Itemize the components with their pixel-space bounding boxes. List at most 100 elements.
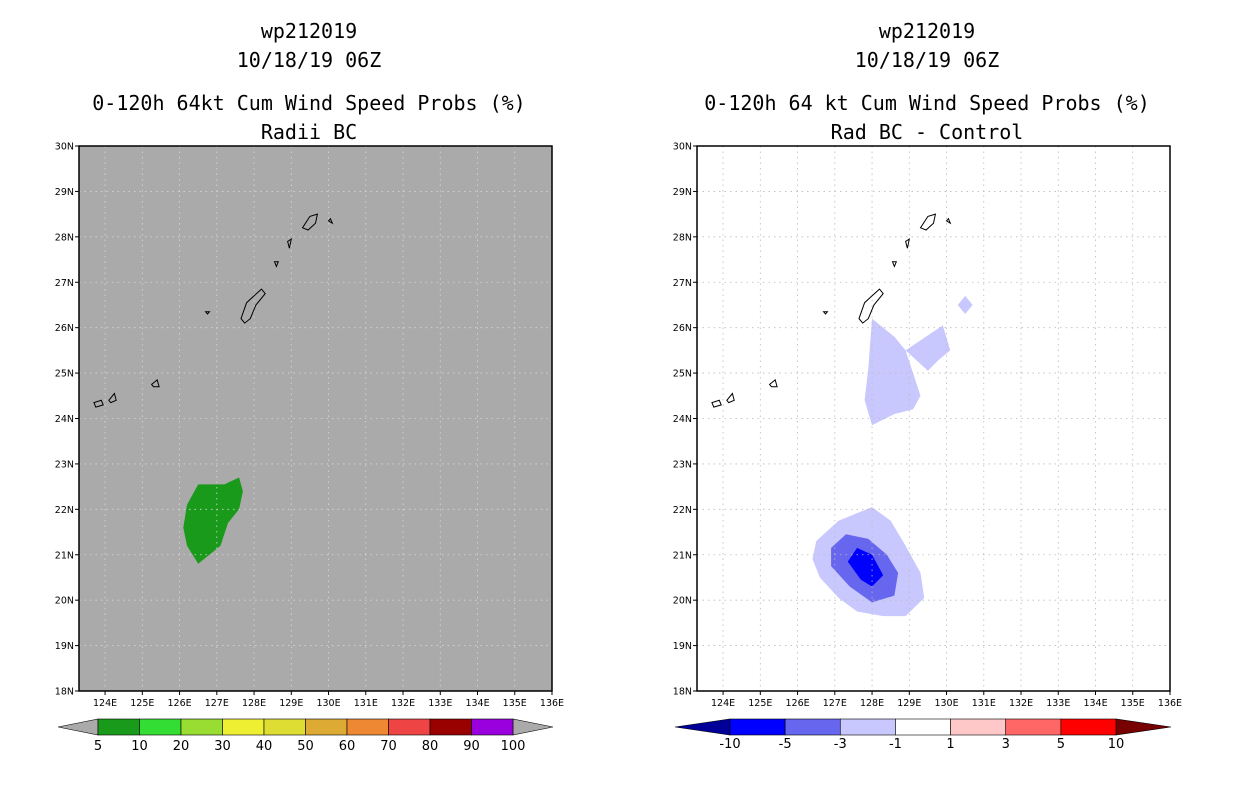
coastline-island-2 xyxy=(905,238,911,249)
x-tick-label-134E: 134E xyxy=(465,698,489,709)
y-tick-label-30N: 30N xyxy=(673,142,692,153)
y-tick-label-29N: 29N xyxy=(55,187,74,198)
colorbar-segment-0 xyxy=(97,718,140,736)
y-tick-label-21N: 21N xyxy=(673,550,692,561)
x-tick-label-128E: 128E xyxy=(242,698,266,709)
y-tick-label-28N: 28N xyxy=(55,232,74,243)
coastline-island-3 xyxy=(273,261,280,268)
contour--3to-1-4 xyxy=(905,325,951,371)
x-tick-label-136E: 136E xyxy=(1158,698,1182,709)
coastline-island-0 xyxy=(301,213,319,231)
title-line-datetime: 10/18/19 06Z xyxy=(855,48,1000,72)
x-tick-label-131E: 131E xyxy=(972,698,996,709)
y-tick-label-26N: 26N xyxy=(55,323,74,334)
colorbar-label-5: 50 xyxy=(297,739,314,754)
x-tick-label-128E: 128E xyxy=(860,698,884,709)
contour--3to-1-3 xyxy=(864,318,921,426)
colorbar-segment-3 xyxy=(895,718,951,736)
y-tick-label-22N: 22N xyxy=(673,505,692,516)
y-tick-label-21N: 21N xyxy=(55,550,74,561)
y-tick-label-30N: 30N xyxy=(55,142,74,153)
x-tick-label-130E: 130E xyxy=(316,698,340,709)
y-tick-label-27N: 27N xyxy=(673,278,692,289)
colorbar-label-5: 3 xyxy=(1002,737,1010,752)
y-tick-label-26N: 26N xyxy=(673,323,692,334)
colorbar-arrow-left xyxy=(674,718,731,736)
colorbar-label-2: 20 xyxy=(173,739,190,754)
y-tick-label-23N: 23N xyxy=(673,459,692,470)
x-tick-label-129E: 129E xyxy=(279,698,303,709)
colorbar-segment-2 xyxy=(180,718,223,736)
x-tick-label-124E: 124E xyxy=(711,698,735,709)
x-tick-label-130E: 130E xyxy=(934,698,958,709)
colorbar-label-9: 90 xyxy=(463,739,480,754)
x-tick-label-127E: 127E xyxy=(823,698,847,709)
colorbar-label-1: -5 xyxy=(779,737,792,752)
x-tick-label-131E: 131E xyxy=(354,698,378,709)
colorbar-segment-1 xyxy=(139,718,182,736)
colorbar-arrow-right xyxy=(1115,718,1172,736)
coastline-island-1 xyxy=(945,217,952,225)
coastline-island-4 xyxy=(240,288,266,324)
colorbar-label-6: 5 xyxy=(1057,737,1065,752)
coastline-island-0 xyxy=(919,213,937,231)
x-tick-label-133E: 133E xyxy=(1046,698,1070,709)
colorbar-segment-0 xyxy=(729,718,786,736)
x-tick-label-126E: 126E xyxy=(785,698,809,709)
y-tick-label-25N: 25N xyxy=(55,369,74,380)
coastline-island-3 xyxy=(891,261,898,268)
coastline-island-8 xyxy=(726,392,735,404)
coastline-island-8 xyxy=(108,392,117,404)
coastline-island-2 xyxy=(287,238,293,249)
title-line-storm-id: wp212019 xyxy=(879,19,975,43)
colorbar-arrow-left xyxy=(57,718,99,736)
x-tick-label-132E: 132E xyxy=(391,698,415,709)
y-tick-label-20N: 20N xyxy=(55,596,74,607)
plot-area xyxy=(79,146,552,691)
panel-title: wp212019 10/18/19 06Z 0-120h 64kt Cum Wi… xyxy=(92,19,525,144)
x-tick-label-127E: 127E xyxy=(205,698,229,709)
coastline-island-6 xyxy=(768,379,778,388)
panel-radii-bc: wp212019 10/18/19 06Z 0-120h 64kt Cum Wi… xyxy=(55,19,564,754)
colorbar-segment-3 xyxy=(222,718,265,736)
x-tick-label-124E: 124E xyxy=(93,698,117,709)
x-tick-label-125E: 125E xyxy=(748,698,772,709)
x-tick-label-132E: 132E xyxy=(1009,698,1033,709)
colorbar-arrow-right xyxy=(512,718,554,736)
colorbar-segment-6 xyxy=(346,718,389,736)
colorbar-segment-5 xyxy=(1005,718,1062,736)
x-tick-label-129E: 129E xyxy=(897,698,921,709)
colorbar-label-0: 5 xyxy=(94,739,102,754)
colorbar-label-10: 100 xyxy=(501,739,526,754)
x-tick-label-135E: 135E xyxy=(503,698,527,709)
colorbar-label-7: 70 xyxy=(380,739,397,754)
x-tick-label-133E: 133E xyxy=(428,698,452,709)
panel-title: wp212019 10/18/19 06Z 0-120h 64 kt Cum W… xyxy=(704,19,1150,144)
colorbar-label-7: 10 xyxy=(1108,737,1125,752)
coastline-island-5 xyxy=(204,311,211,315)
title-line-experiment: Radii BC xyxy=(261,120,357,144)
title-line-datetime: 10/18/19 06Z xyxy=(237,48,382,72)
colorbar-segment-7 xyxy=(388,718,431,736)
y-tick-label-24N: 24N xyxy=(55,414,74,425)
y-tick-label-19N: 19N xyxy=(55,641,74,652)
colorbar-label-3: -1 xyxy=(889,737,902,752)
title-line-experiment: Rad BC - Control xyxy=(831,120,1024,144)
y-tick-label-23N: 23N xyxy=(55,459,74,470)
coastline-island-7 xyxy=(711,399,722,408)
coastline-island-1 xyxy=(327,217,334,225)
coastline-island-7 xyxy=(93,399,104,408)
colorbar: -10 -5 -3 -1 1 3 5 10 xyxy=(674,718,1172,752)
coastline-island-4 xyxy=(858,288,884,324)
y-tick-label-29N: 29N xyxy=(673,187,692,198)
y-tick-label-19N: 19N xyxy=(673,641,692,652)
y-tick-label-18N: 18N xyxy=(673,687,692,698)
y-tick-label-20N: 20N xyxy=(673,596,692,607)
x-tick-label-134E: 134E xyxy=(1083,698,1107,709)
colorbar-segment-4 xyxy=(263,718,306,736)
y-tick-label-28N: 28N xyxy=(673,232,692,243)
y-tick-label-27N: 27N xyxy=(55,278,74,289)
colorbar: 5 10 20 30 40 50 60 70 80 90 100 xyxy=(57,718,554,754)
colorbar-label-3: 30 xyxy=(214,739,231,754)
